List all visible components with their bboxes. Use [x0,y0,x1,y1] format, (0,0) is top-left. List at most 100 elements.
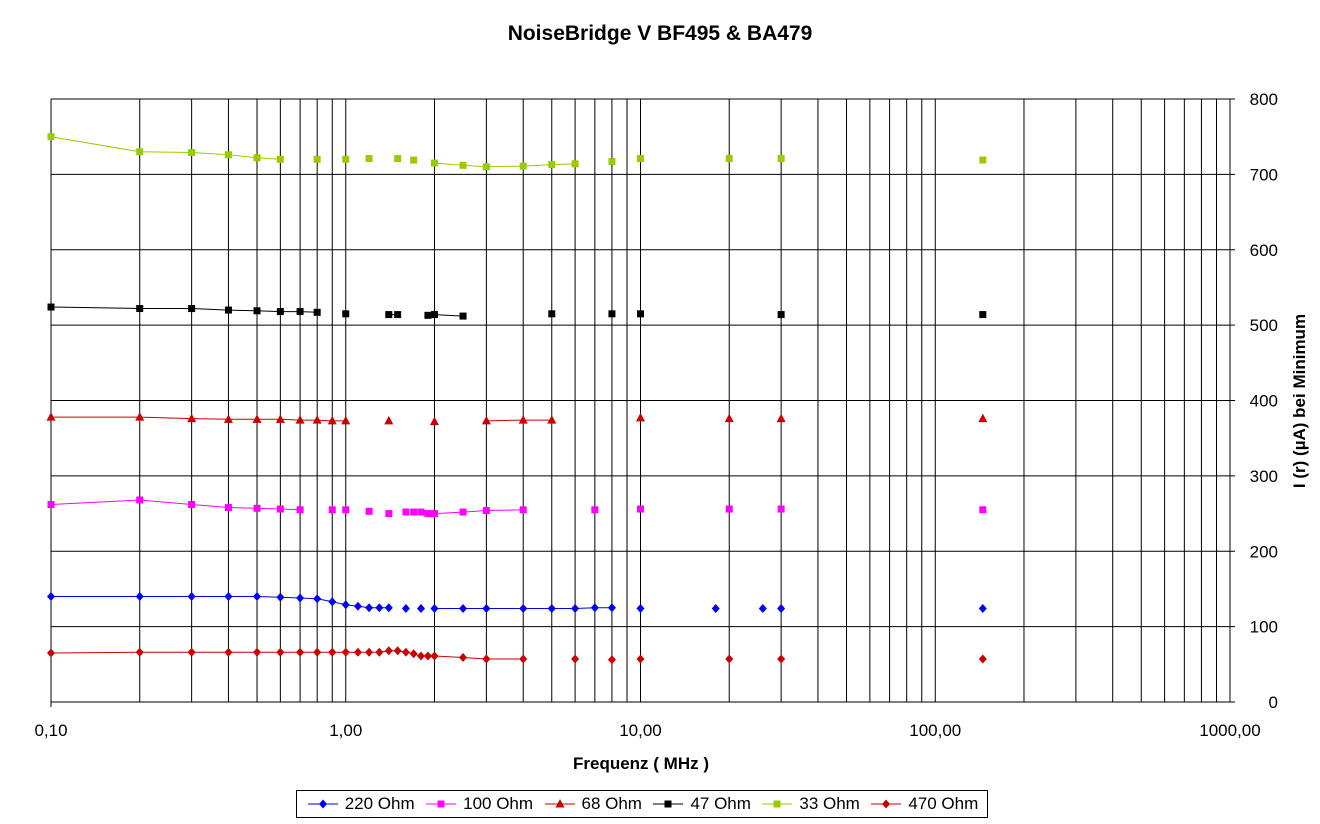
series-layer [46,133,988,665]
data-point [253,154,261,162]
data-point [296,647,305,657]
data-point [276,308,284,316]
data-point [423,651,432,661]
data-point [136,148,144,156]
data-point [410,156,418,164]
data-point [979,311,987,319]
data-point [571,654,580,664]
data-point [482,654,491,664]
y-axis-title: I (r) (µA) bei Minimum [1290,314,1309,488]
data-point [365,155,373,163]
data-point [253,307,261,315]
legend-item: 100 Ohm [424,794,533,814]
data-point [276,592,285,602]
data-point [342,506,350,514]
data-point [188,305,196,313]
series-line [50,499,301,511]
data-point [636,654,645,664]
data-point [725,654,734,664]
data-point [341,647,350,657]
data-point [188,501,196,509]
data-point [637,505,644,513]
data-point [430,604,439,614]
data-point [375,647,384,657]
data-point [341,415,351,425]
data-point [394,311,402,319]
data-point [547,415,557,424]
data-point [424,510,432,518]
data-point [384,415,394,425]
data-point [777,654,786,664]
data-point [328,506,336,514]
data-point [401,604,410,614]
legend-swatch [307,799,338,809]
series-47-ohm [47,303,987,320]
y-tick-label: 0 [1269,693,1278,712]
legend-swatch [653,800,684,808]
y-tick-label: 700 [1250,165,1278,184]
data-point [328,647,337,657]
data-point [636,412,645,422]
y-tick-label: 800 [1250,90,1278,109]
series-line [486,419,552,422]
data-point [607,603,616,613]
data-point [187,413,197,423]
data-point [365,647,374,657]
data-point [385,311,393,319]
data-point [547,604,556,614]
data-point [252,414,262,423]
data-point [548,161,556,169]
series-470-ohm [47,646,987,665]
series-line [50,136,281,160]
data-point [224,591,233,601]
data-point [365,603,374,613]
y-tick-label: 600 [1250,241,1278,260]
data-point [518,415,528,424]
data-point [47,501,55,509]
x-tick-label: 0,10 [34,721,67,740]
data-point [637,310,644,318]
legend: 220 Ohm 100 Ohm 68 Ohm 47 Ohm 33 Ohm 470 Ohm [296,790,988,818]
data-point [353,601,362,611]
data-point [342,155,350,163]
data-point [384,603,393,613]
series-33-ohm [47,133,987,171]
y-tick-label: 100 [1250,618,1278,637]
y-tick-label: 500 [1250,316,1278,335]
data-point [979,506,987,514]
data-point [313,647,322,657]
data-point [777,311,785,319]
legend-swatch [544,799,575,808]
data-point [978,413,988,423]
legend-swatch [762,800,793,808]
data-point [313,308,321,316]
legend-label: 100 Ohm [463,794,534,813]
data-point [571,604,580,614]
data-point [224,306,232,314]
legend-marker [555,799,564,808]
data-point [312,415,322,424]
legend-marker [882,799,891,809]
data-point [591,506,599,514]
data-point [482,507,490,515]
data-point [47,648,55,658]
data-point [384,646,393,656]
data-point [459,604,468,614]
data-point [46,412,56,421]
data-point [187,647,196,657]
series-line [434,509,524,515]
legend-label: 68 Ohm [581,794,642,813]
data-point [519,654,528,664]
data-point [224,647,233,657]
data-point [253,591,262,601]
series-68-ohm [46,412,988,426]
plot-area: 0,10 1,00 10,00 100,00 1000,00 0 100 200 300 400 5… [34,90,1309,773]
data-point [328,597,337,607]
data-point [725,505,733,513]
x-axis-title: Frequenz ( MHz ) [573,754,709,773]
series-line [51,416,346,422]
data-point [417,508,425,516]
data-point [777,505,785,513]
data-point [571,160,579,168]
data-point [375,603,384,613]
